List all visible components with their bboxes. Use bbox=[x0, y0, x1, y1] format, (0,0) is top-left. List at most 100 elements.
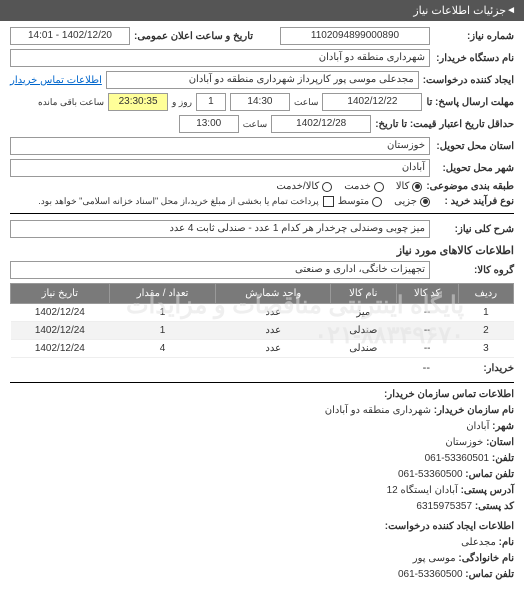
province-field: خوزستان bbox=[10, 137, 430, 155]
footer-info: اطلاعات تماس سازمان خریدار: نام سازمان خ… bbox=[10, 382, 514, 583]
deadline-label: مهلت ارسال پاسخ: تا bbox=[426, 97, 514, 108]
date-label: تاریخ و ساعت اعلان عمومی: bbox=[134, 31, 253, 42]
group-field: تجهیزات خانگی، اداری و صنعتی bbox=[10, 261, 430, 279]
table-cell: 1402/12/24 bbox=[11, 304, 110, 322]
radio-partial-label: جزیی bbox=[394, 196, 417, 207]
credit-time-field: 13:00 bbox=[179, 115, 239, 133]
buy-type-label: نوع فرآیند خرید : bbox=[434, 196, 514, 207]
radio-medium-label: متوسط bbox=[338, 196, 369, 207]
f-name-label: نام: bbox=[499, 537, 514, 548]
f-lastname: موسی پور bbox=[413, 553, 456, 564]
f-contact-phone-label: تلفن تماس: bbox=[465, 569, 514, 580]
buyer-org-label: نام دستگاه خریدار: bbox=[434, 53, 514, 64]
f-name: مجدعلی bbox=[461, 537, 496, 548]
payment-note: پرداخت تمام یا بخشی از مبلغ خرید،از محل … bbox=[38, 196, 318, 207]
request-number-field: 1102094899000890 bbox=[280, 27, 430, 45]
table-cell: 1 bbox=[109, 322, 216, 340]
f-fax-label: تلفن تماس: bbox=[465, 469, 514, 480]
radio-dot-icon bbox=[322, 182, 332, 192]
th-row: ردیف bbox=[458, 284, 513, 304]
f-phone: 53360501-061 bbox=[425, 453, 490, 464]
table-cell: عدد bbox=[216, 340, 330, 358]
date-field: 1402/12/20 - 14:01 bbox=[10, 27, 130, 45]
table-cell: -- bbox=[396, 322, 458, 340]
table-cell: -- bbox=[396, 304, 458, 322]
time-label-2: ساعت bbox=[243, 119, 268, 130]
table-cell: صندلی bbox=[330, 322, 396, 340]
th-code: کد کالا bbox=[396, 284, 458, 304]
header-title: جزئیات اطلاعات نیاز bbox=[8, 4, 506, 17]
table-row: 2--صندلیعدد11402/12/24 bbox=[11, 322, 514, 340]
table-cell: صندلی bbox=[330, 340, 396, 358]
th-name: نام کالا bbox=[330, 284, 396, 304]
radio-service[interactable]: خدمت bbox=[344, 181, 384, 192]
table-cell: 3 bbox=[458, 340, 513, 358]
table-cell: 1 bbox=[458, 304, 513, 322]
table-cell: -- bbox=[396, 340, 458, 358]
radio-medium[interactable]: متوسط bbox=[338, 196, 382, 207]
buy-type-radio-group: جزیی متوسط bbox=[338, 196, 430, 207]
radio-service-label: خدمت bbox=[344, 181, 371, 192]
org-name-label: نام سازمان خریدار: bbox=[434, 405, 514, 416]
table-row: 1--میزعدد11402/12/24 bbox=[11, 304, 514, 322]
arrow-icon: ◄ bbox=[506, 5, 516, 16]
remaining-days-field: 1 bbox=[196, 93, 226, 111]
footer-section1-title: اطلاعات تماس سازمان خریدار: bbox=[10, 387, 514, 403]
radio-goods[interactable]: کالا bbox=[396, 181, 423, 192]
table-cell: عدد bbox=[216, 304, 330, 322]
radio-goods-service[interactable]: کالا/خدمت bbox=[276, 181, 332, 192]
table-cell: 4 bbox=[109, 340, 216, 358]
buyer-label: خریدار: bbox=[434, 363, 514, 374]
th-date: تاریخ نیاز bbox=[11, 284, 110, 304]
desc-field: میز چوبی وصندلی چرخدار هر کدام 1 عدد - ص… bbox=[10, 220, 430, 238]
radio-goods-label: کالا bbox=[396, 181, 410, 192]
items-table: ردیف کد کالا نام کالا واحد شمارش تعداد /… bbox=[10, 283, 514, 358]
table-cell: 1402/12/24 bbox=[11, 322, 110, 340]
radio-dot-icon bbox=[372, 197, 382, 207]
table-cell: عدد bbox=[216, 322, 330, 340]
divider bbox=[10, 213, 514, 214]
f-city: آبادان bbox=[466, 421, 489, 432]
city-field: آبادان bbox=[10, 159, 430, 177]
radio-dot-checked-icon bbox=[412, 182, 422, 192]
desc-label: شرح کلی نیاز: bbox=[434, 224, 514, 235]
f-contact-phone: 53360500-061 bbox=[398, 569, 463, 580]
buyer-org-field: شهرداری منطقه دو آبادان bbox=[10, 49, 430, 67]
table-cell: 2 bbox=[458, 322, 513, 340]
content-area: پایگاه اینترنتی مناقصات و مزایدات ۰۲۱-۸۸… bbox=[0, 21, 524, 589]
f-province-label: استان: bbox=[486, 437, 514, 448]
remaining-label: ساعت باقی مانده bbox=[38, 97, 104, 108]
time-label-1: ساعت bbox=[294, 97, 319, 108]
f-postal-label: کد پستی: bbox=[475, 501, 514, 512]
credit-date-field: 1402/12/28 bbox=[271, 115, 371, 133]
f-postal: 6315975357 bbox=[416, 501, 472, 512]
f-city-label: شهر: bbox=[492, 421, 514, 432]
f-phone-label: تلفن: bbox=[492, 453, 514, 464]
day-label: روز و bbox=[172, 97, 192, 108]
class-label: طبقه بندی موضوعی: bbox=[426, 181, 514, 192]
table-row: 3--صندلیعدد41402/12/24 bbox=[11, 340, 514, 358]
credit-label: حداقل تاریخ اعتبار قیمت: تا تاریخ: bbox=[375, 119, 514, 130]
table-cell: میز bbox=[330, 304, 396, 322]
remaining-time-field: 23:30:35 bbox=[108, 93, 168, 111]
city-label: شهر محل تحویل: bbox=[434, 163, 514, 174]
radio-dot-checked-icon bbox=[420, 197, 430, 207]
buyer-value: -- bbox=[423, 362, 430, 374]
payment-checkbox[interactable] bbox=[323, 196, 334, 207]
class-radio-group: کالا خدمت کالا/خدمت bbox=[276, 181, 422, 192]
f-lastname-label: نام خانوادگی: bbox=[458, 553, 514, 564]
requester-field: مجدعلی موسی پور کارپرداز شهرداری منطقه د… bbox=[106, 71, 419, 89]
th-qty: تعداد / مقدار bbox=[109, 284, 216, 304]
f-province: خوزستان bbox=[445, 437, 483, 448]
deadline-date-field: 1402/12/22 bbox=[322, 93, 422, 111]
contact-link[interactable]: اطلاعات تماس خریدار bbox=[10, 75, 102, 86]
items-section-title: اطلاعات کالاهای مورد نیاز bbox=[10, 244, 514, 257]
table-cell: 1402/12/24 bbox=[11, 340, 110, 358]
header-bar: ◄ جزئیات اطلاعات نیاز bbox=[0, 0, 524, 21]
radio-goods-service-label: کالا/خدمت bbox=[276, 181, 319, 192]
th-unit: واحد شمارش bbox=[216, 284, 330, 304]
province-label: استان محل تحویل: bbox=[434, 141, 514, 152]
radio-partial[interactable]: جزیی bbox=[394, 196, 430, 207]
footer-section2-title: اطلاعات ایجاد کننده درخواست: bbox=[10, 519, 514, 535]
f-fax: 53360500-061 bbox=[398, 469, 463, 480]
